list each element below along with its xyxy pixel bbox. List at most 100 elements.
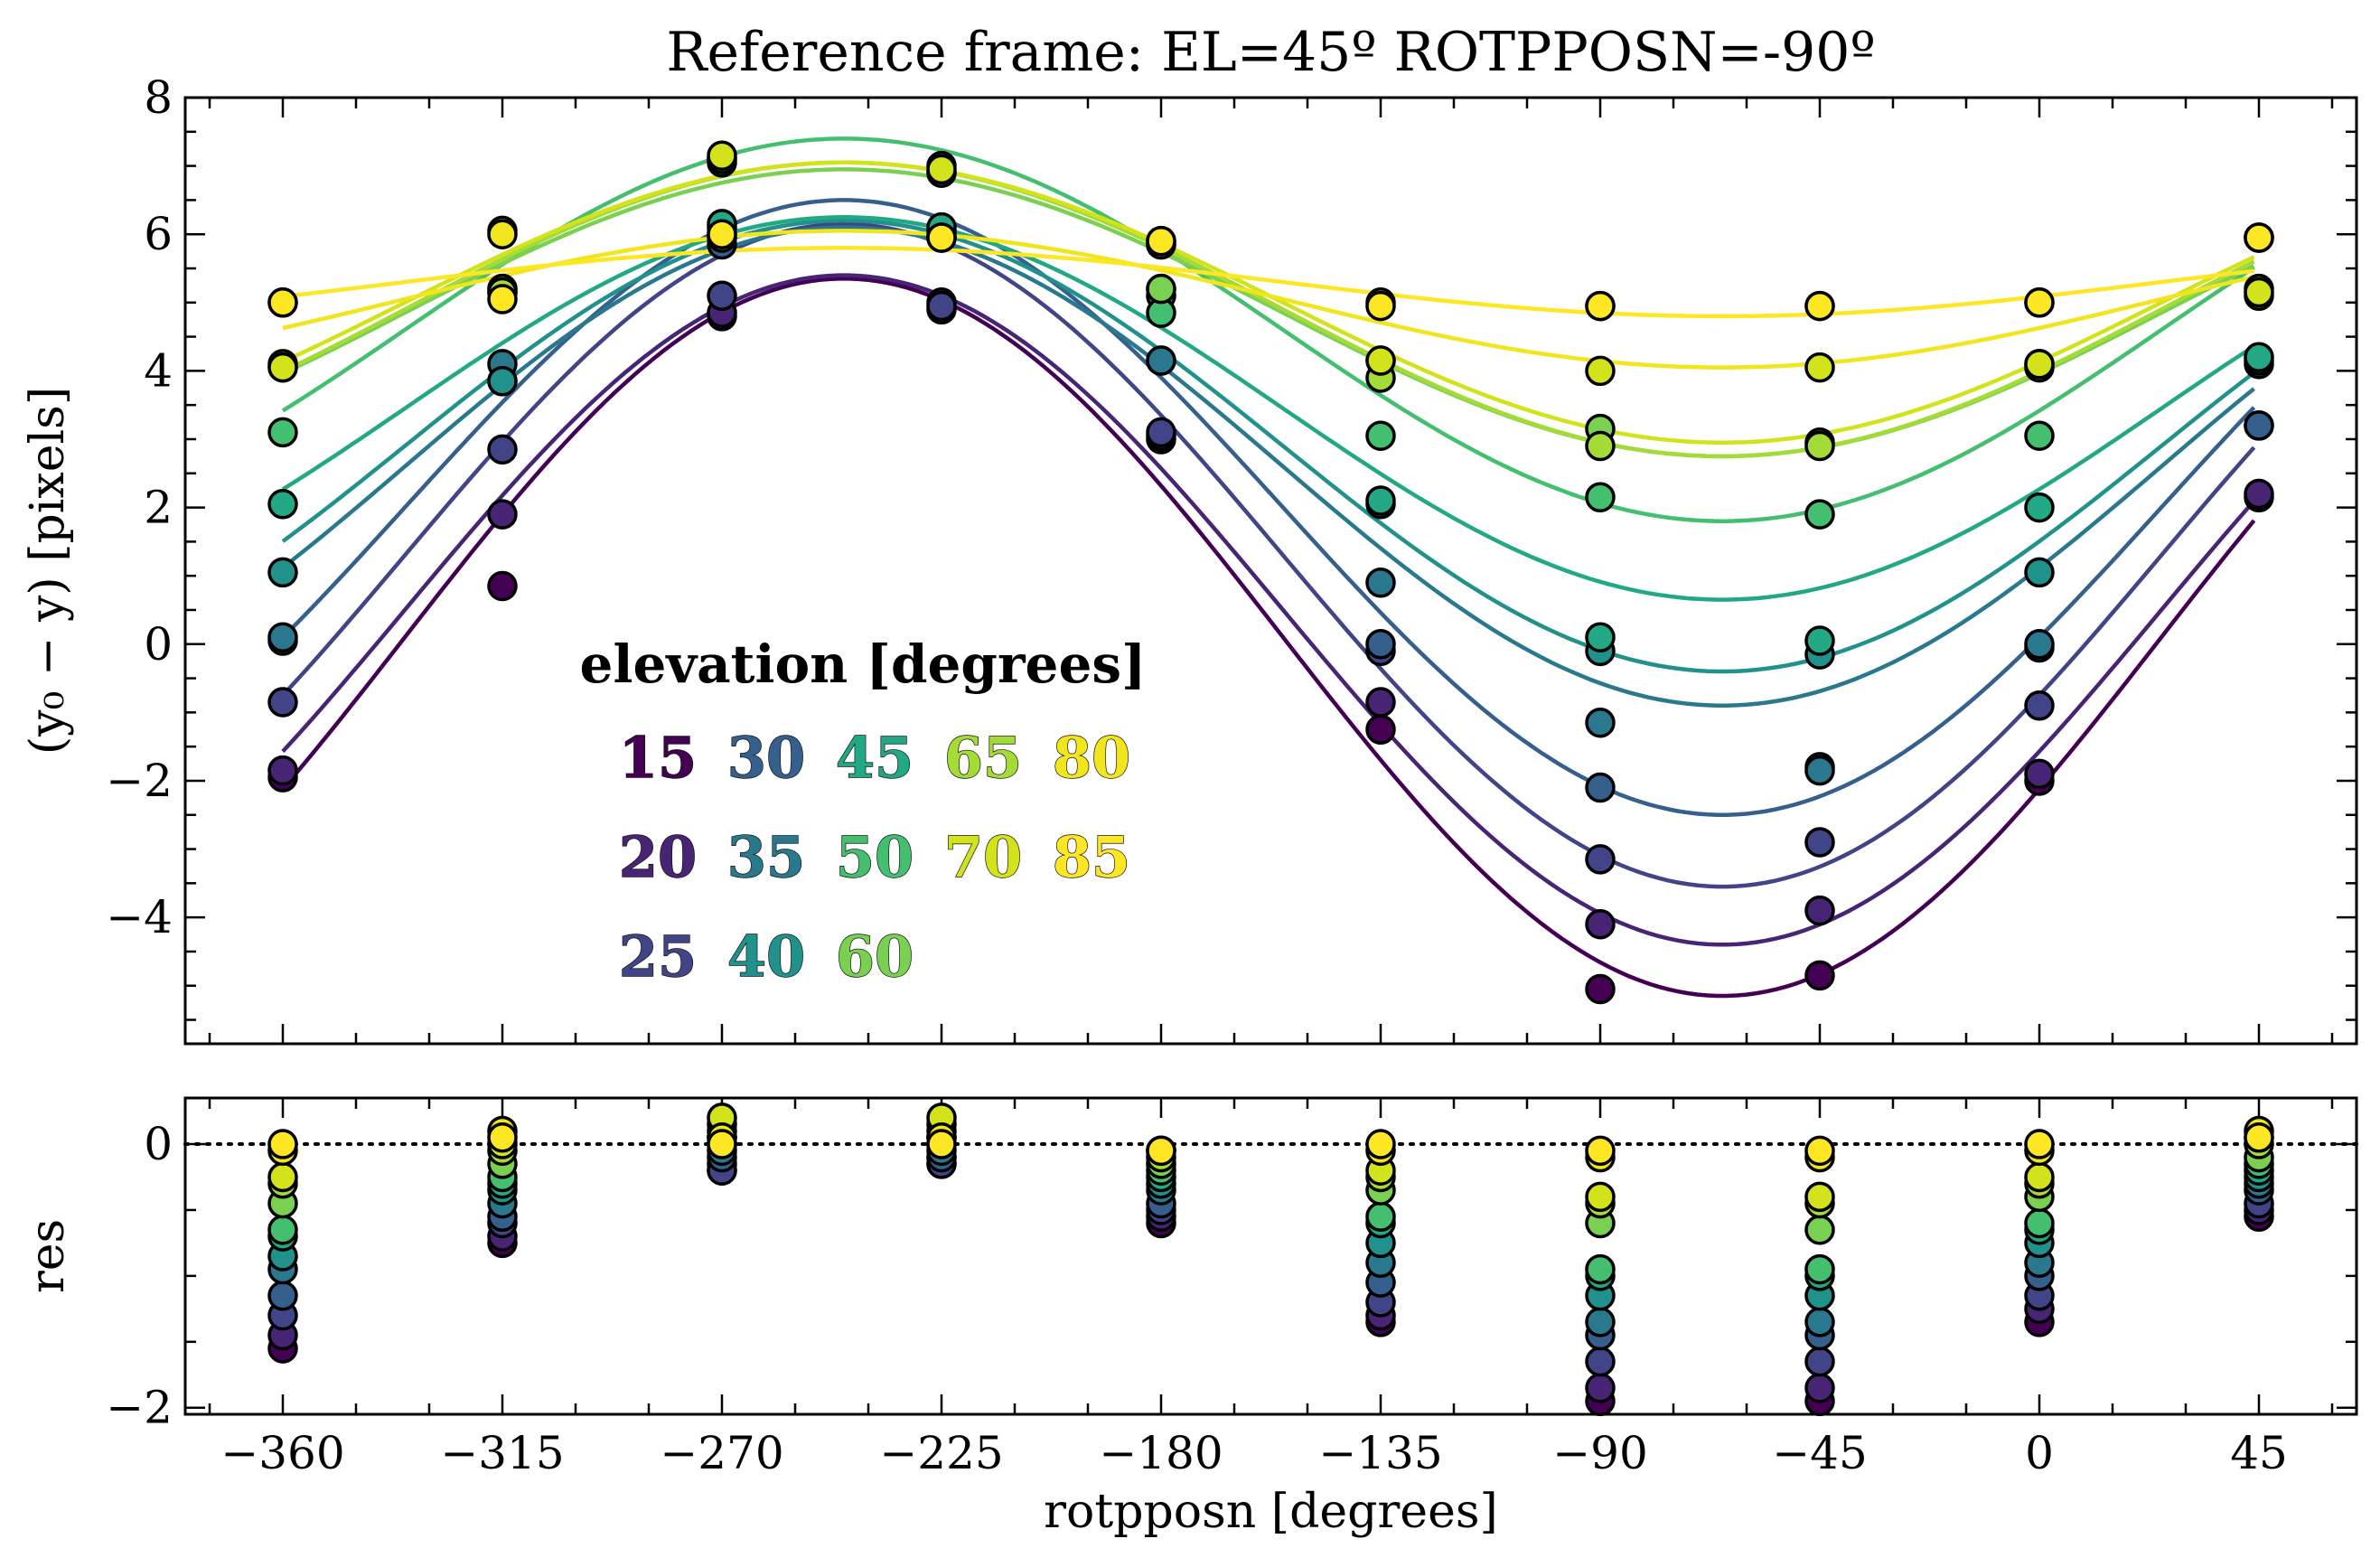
residual-point-85	[1146, 1135, 1176, 1167]
residual-point-85	[1365, 1129, 1396, 1159]
legend-entry-15: 15	[619, 725, 697, 791]
point-25	[926, 290, 957, 322]
point-85	[707, 219, 737, 249]
point-20	[1365, 687, 1396, 718]
legend-entry-85: 85	[1053, 824, 1130, 890]
point-20	[267, 755, 298, 786]
point-60	[1146, 273, 1176, 305]
point-50	[267, 417, 298, 448]
fit-curve-80	[282, 229, 2255, 370]
x-axis-label: rotpposn [degrees]	[1044, 1485, 1498, 1539]
point-40	[2024, 557, 2055, 588]
residual-point-85	[1585, 1135, 1616, 1167]
main-y-tick-label: 0	[144, 618, 173, 671]
point-85	[487, 284, 518, 314]
legend-entry-25: 25	[619, 924, 697, 990]
x-tick-label: −360	[220, 1427, 344, 1479]
residual-points	[267, 1103, 2274, 1417]
point-45	[267, 489, 298, 520]
point-20	[1804, 895, 1835, 926]
fit-curve-45	[281, 215, 2255, 602]
main-y-tick-label: −4	[106, 891, 173, 943]
fit-curve-35	[281, 225, 2256, 708]
fit-curve-50	[281, 136, 2255, 523]
point-85	[2244, 222, 2274, 253]
point-35	[1804, 755, 1835, 786]
point-50	[1585, 482, 1616, 512]
point-20	[487, 499, 518, 530]
point-45	[1365, 485, 1396, 516]
legend-entry-80: 80	[1053, 725, 1130, 791]
point-80	[487, 219, 518, 249]
residual-panel: −2 0	[106, 1096, 2358, 1434]
point-70	[2244, 277, 2274, 308]
residual-point-50	[1585, 1253, 1616, 1285]
point-25	[1585, 844, 1616, 875]
main-panel: −4 −2 0 2 4 6 8	[106, 71, 2358, 1046]
point-35	[267, 622, 298, 652]
point-35	[1585, 707, 1616, 738]
main-y-tick-label: 4	[144, 344, 173, 397]
x-tick-label: −90	[1552, 1427, 1648, 1479]
residual-point-20	[1585, 1373, 1616, 1403]
point-25	[487, 434, 518, 465]
residual-point-20	[1804, 1373, 1835, 1403]
residual-point-85	[2244, 1122, 2274, 1153]
residual-point-35	[1585, 1307, 1616, 1337]
fit-curve-40	[281, 218, 2255, 674]
point-40	[487, 365, 518, 397]
residual-point-50	[1804, 1253, 1835, 1285]
x-tick-label: 45	[2230, 1427, 2288, 1479]
point-15	[487, 570, 518, 602]
residual-y-axis-label: res	[21, 1219, 75, 1293]
main-y-tick-label: −2	[106, 755, 173, 807]
point-85	[926, 222, 957, 253]
point-20	[2024, 758, 2055, 790]
main-frame	[183, 96, 2358, 1046]
x-tick-label: −45	[1772, 1427, 1868, 1479]
fit-curve-85	[282, 246, 2254, 319]
legend: elevation [degrees] 15 20 25 30 35 40 45 50 60 65…	[580, 633, 1147, 990]
point-85	[1804, 290, 1835, 322]
chart-title: Reference frame: EL=45º ROTPPOSN=-90º	[666, 21, 1875, 84]
legend-entry-40: 40	[727, 924, 805, 990]
legend-entry-65: 65	[944, 725, 1022, 791]
point-65	[1585, 430, 1616, 462]
residual-point-50	[267, 1215, 298, 1245]
point-25	[2024, 690, 2055, 721]
point-70	[1365, 345, 1396, 376]
point-70	[926, 154, 957, 185]
point-15	[1804, 960, 1835, 991]
point-70	[267, 352, 298, 383]
legend-title: elevation [degrees]	[580, 633, 1147, 695]
residual-point-70	[1804, 1181, 1835, 1213]
legend-entry-50: 50	[836, 824, 914, 890]
legend-entry-30: 30	[727, 725, 805, 791]
res-frame	[183, 1096, 2358, 1416]
residual-point-30	[267, 1281, 298, 1311]
point-25	[1146, 417, 1176, 448]
legend-entry-45: 45	[836, 725, 914, 791]
fit-curve-65	[282, 160, 2255, 459]
fit-curve-30	[281, 198, 2256, 817]
x-tick-label: −270	[660, 1427, 783, 1479]
residual-point-25	[1585, 1346, 1616, 1377]
point-20	[1585, 908, 1616, 940]
point-70	[1585, 355, 1616, 387]
point-50	[2024, 420, 2055, 451]
point-25	[1804, 827, 1835, 858]
point-35	[2024, 629, 2055, 660]
x-tick-label: 0	[2025, 1427, 2054, 1479]
point-50	[1365, 420, 1396, 451]
point-35	[1365, 567, 1396, 598]
fit-curve-25	[281, 221, 2256, 889]
point-45	[2024, 492, 2055, 523]
point-30	[2244, 410, 2274, 441]
point-30	[1585, 772, 1616, 803]
point-85	[1585, 290, 1616, 322]
residual-point-70	[267, 1161, 298, 1193]
point-45	[1804, 625, 1835, 656]
point-25	[267, 687, 298, 718]
point-70	[707, 140, 737, 172]
